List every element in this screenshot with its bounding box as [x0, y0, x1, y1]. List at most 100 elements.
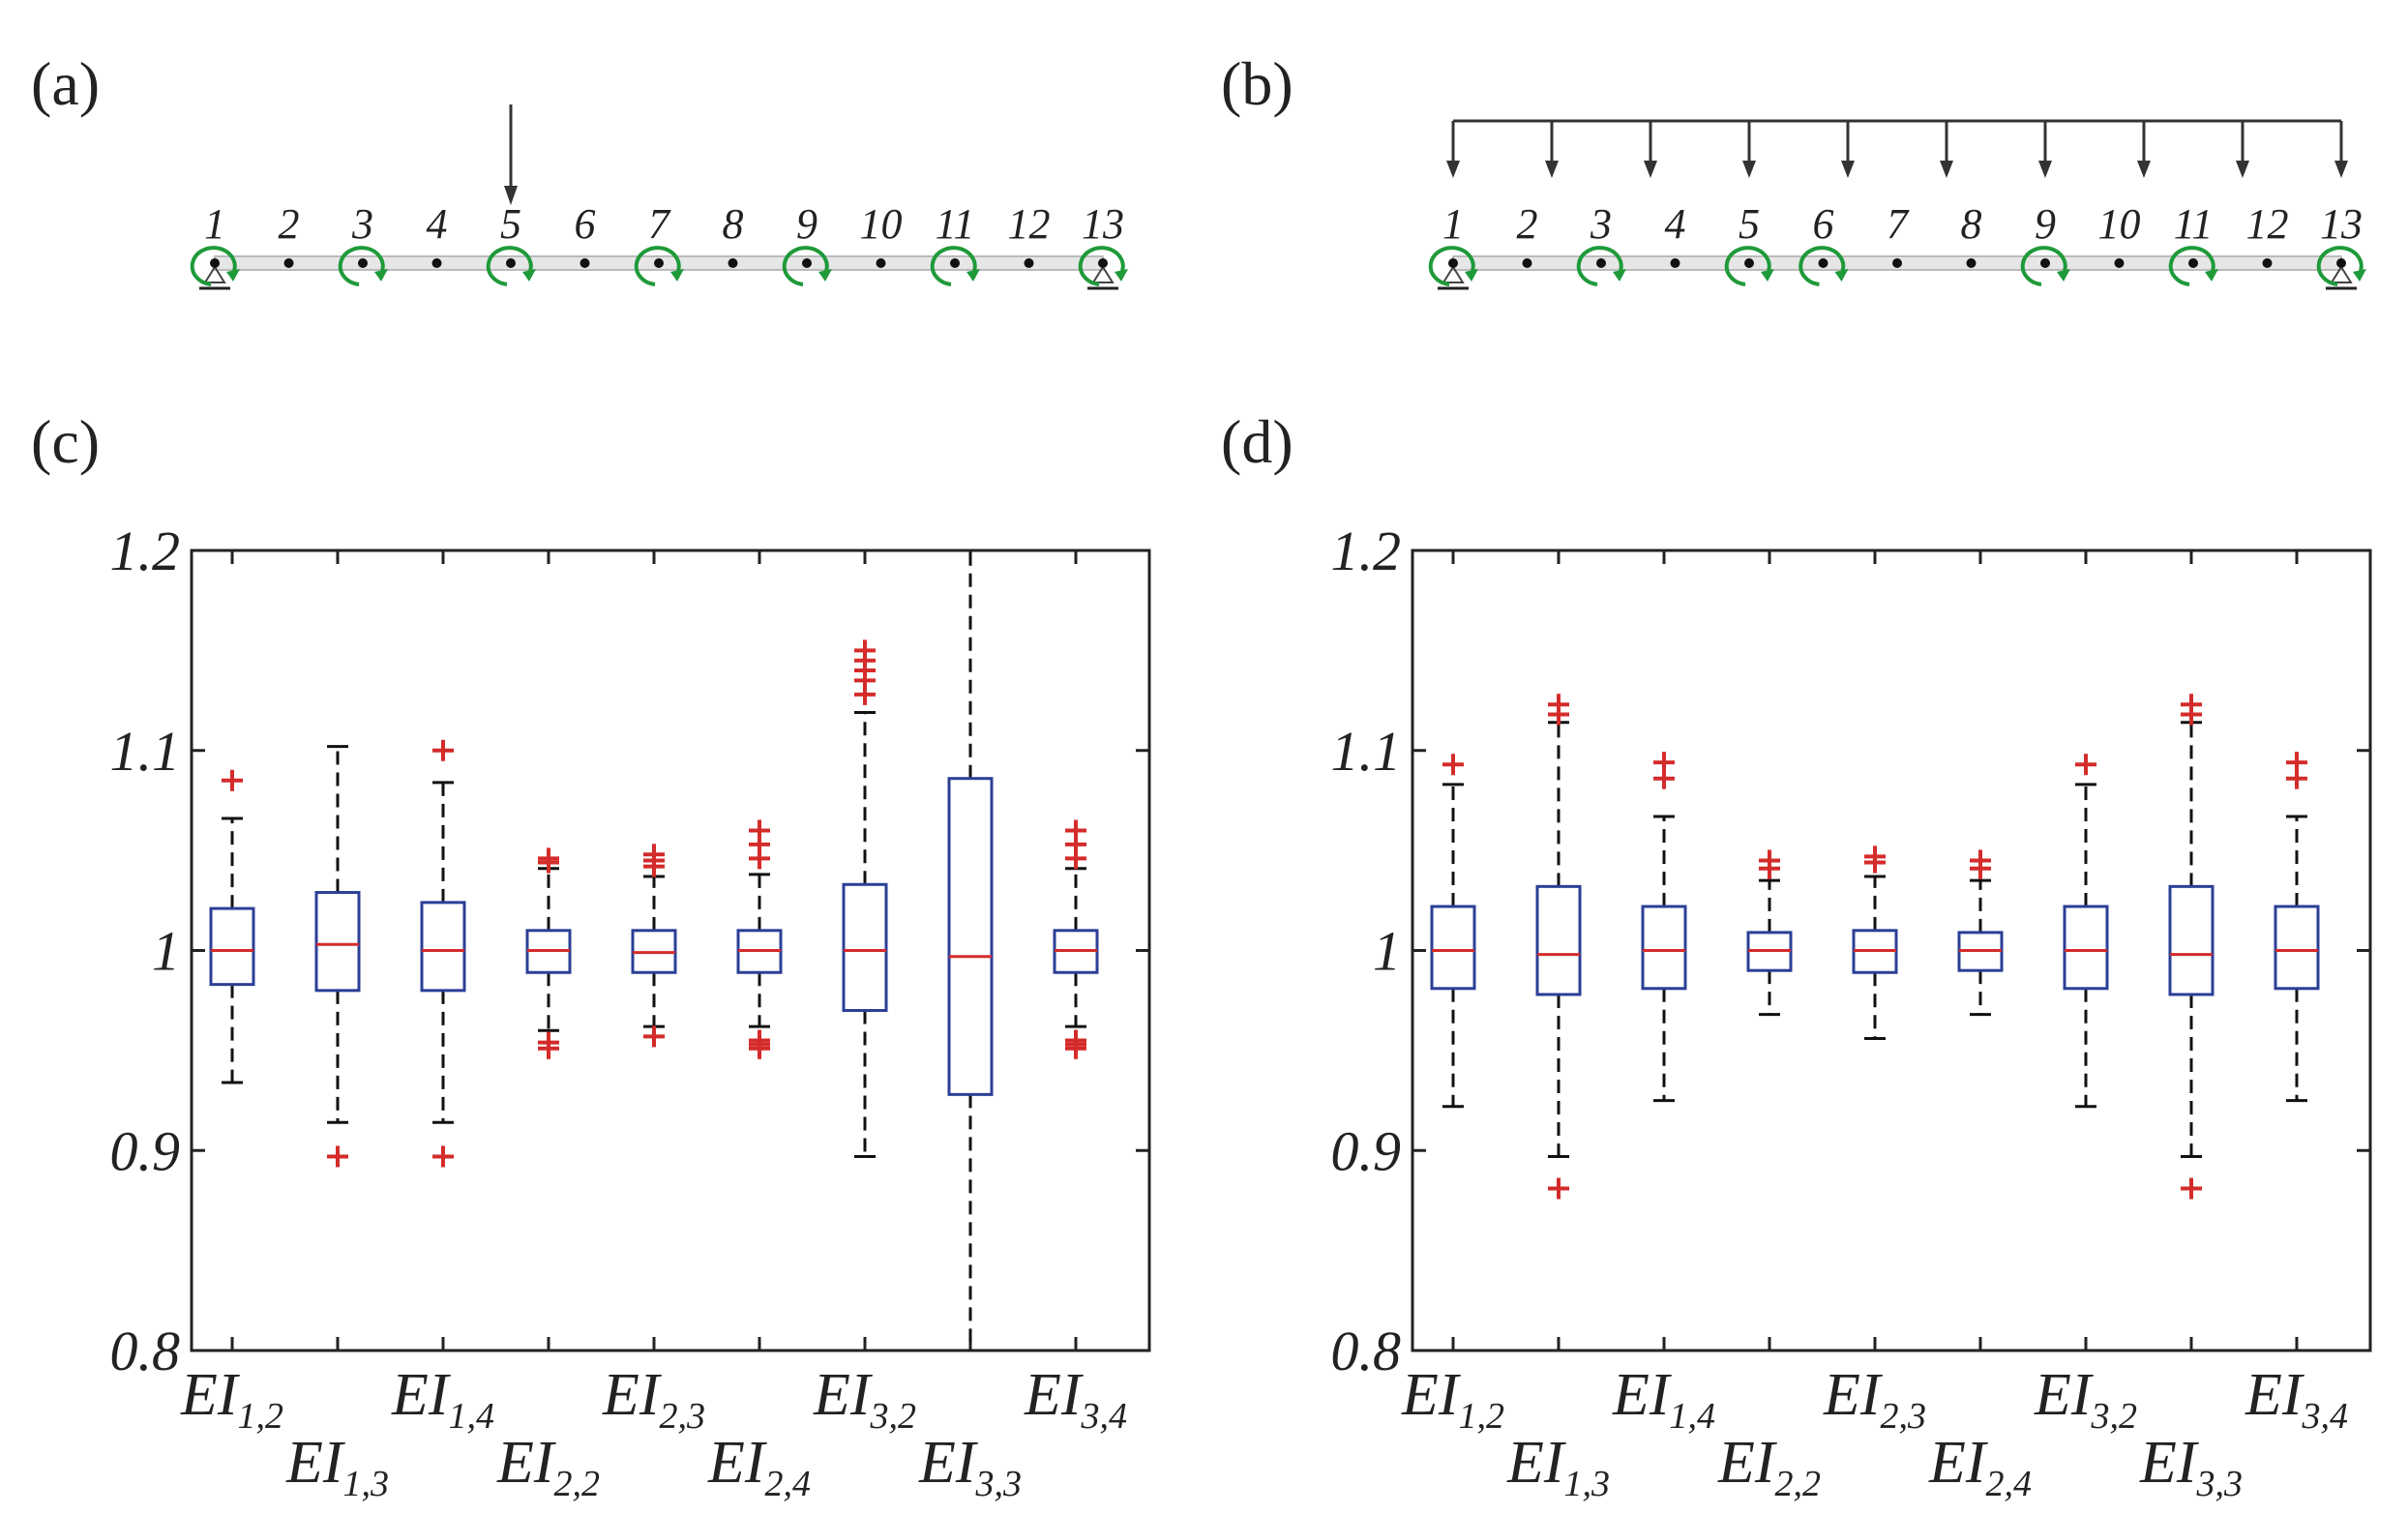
node-point — [283, 258, 294, 268]
boxplot-chart-c: 0.80.911.11.2EI1,2EI1,3EI1,4EI2,2EI2,3EI… — [110, 520, 1151, 1504]
outlier-marker — [2075, 754, 2096, 776]
box-3-3: EI3,3 — [918, 550, 1022, 1504]
x-tick-label: EI3,3 — [2139, 1430, 2243, 1504]
outlier-marker — [2181, 1177, 2202, 1200]
node-label: 6 — [575, 200, 596, 248]
y-tick-label: 1.1 — [110, 720, 181, 783]
rotation-marker-icon — [486, 246, 536, 286]
box-2-2: EI2,2 — [1717, 550, 1821, 1504]
panel-b-label: (b) — [1221, 49, 1293, 118]
distributed-load-icon — [1446, 119, 2348, 178]
iqr-box — [420, 901, 466, 993]
node-label: 6 — [1813, 200, 1834, 248]
x-tick-label: EI2,4 — [1928, 1430, 2032, 1504]
rotation-marker-icon — [2020, 246, 2070, 286]
node-label: 2 — [1517, 200, 1538, 248]
x-tick-label: EI1,2 — [1401, 1362, 1504, 1437]
node-label: 4 — [1665, 200, 1686, 248]
node-point — [1596, 258, 1606, 268]
support-icon — [2326, 265, 2357, 290]
y-tick-label: 1.1 — [1331, 720, 1402, 783]
node-point — [1966, 258, 1977, 268]
node-label: 5 — [500, 200, 521, 248]
iqr-box — [947, 777, 994, 1096]
node-label: 2 — [279, 200, 300, 248]
beam-diagram-a: 1 2 3 4 5 6 7 8 9 10 11 12 13 — [190, 104, 1128, 290]
node-point — [1818, 258, 1828, 268]
x-tick-label: EI3,4 — [1024, 1362, 1127, 1437]
node-point — [1448, 258, 1458, 268]
outlier-marker — [749, 1037, 770, 1059]
node-point — [506, 258, 516, 268]
node-label: 11 — [936, 200, 975, 248]
node-point — [580, 258, 590, 268]
outlier-marker — [1065, 847, 1086, 870]
x-tick-label: EI2,4 — [707, 1430, 811, 1504]
x-tick-label: EI2,2 — [1717, 1430, 1821, 1504]
box-3-3: EI3,3 — [2139, 550, 2243, 1504]
x-tick-label: EI3,3 — [918, 1430, 1022, 1504]
node-label: 8 — [723, 200, 744, 248]
iqr-box — [209, 906, 255, 987]
node-point — [2188, 258, 2198, 268]
outlier-marker — [1653, 767, 1675, 789]
node-point — [1522, 258, 1532, 268]
x-tick-label: EI2,3 — [602, 1362, 705, 1437]
box-2-4: EI2,4 — [707, 550, 811, 1504]
x-tick-label: EI3,2 — [2034, 1362, 2137, 1437]
box-1-4: EI1,4 — [391, 550, 494, 1437]
rotation-marker-icon — [782, 246, 832, 286]
x-tick-label: EI1,4 — [1612, 1362, 1715, 1437]
node-label: 7 — [648, 200, 671, 248]
node-label: 13 — [2320, 200, 2363, 248]
outlier-marker — [2181, 703, 2202, 726]
outlier-marker — [1548, 703, 1569, 726]
rotation-marker-icon — [1576, 246, 1626, 286]
outlier-marker — [538, 851, 559, 874]
node-label: 4 — [427, 200, 448, 248]
outlier-marker — [1864, 851, 1886, 874]
box-1-3: EI1,3 — [1506, 550, 1610, 1504]
box-3-4: EI3,4 — [2244, 550, 2348, 1437]
node-label: 12 — [1008, 200, 1051, 248]
outlier-marker — [432, 739, 454, 761]
box-1-3: EI1,3 — [285, 550, 389, 1504]
x-tick-label: EI2,2 — [496, 1430, 600, 1504]
boxplot-chart-d: 0.80.911.11.2EI1,2EI1,3EI1,4EI2,2EI2,3EI… — [1331, 520, 2372, 1504]
node-label: 12 — [2246, 200, 2289, 248]
node-point — [1744, 258, 1754, 268]
node-label: 3 — [1590, 200, 1612, 248]
iqr-box — [314, 891, 361, 993]
support-icon — [199, 265, 230, 290]
y-tick-label: 0.8 — [110, 1320, 181, 1382]
rotation-marker-icon — [190, 246, 240, 286]
beam-diagram-b: 1 2 3 4 5 6 7 8 9 10 11 12 13 — [1428, 119, 2366, 290]
y-tick-label: 0.8 — [1331, 1320, 1402, 1382]
outlier-marker — [538, 1037, 559, 1059]
outlier-marker — [643, 1025, 665, 1048]
node-label: 10 — [2098, 200, 2141, 248]
x-tick-label: EI1,3 — [285, 1430, 389, 1504]
y-tick-label: 1 — [152, 920, 180, 983]
box-1-4: EI1,4 — [1612, 550, 1715, 1437]
node-point — [2336, 258, 2346, 268]
x-tick-label: EI3,4 — [2244, 1362, 2348, 1437]
box-3-2: EI3,2 — [813, 550, 916, 1437]
node-point — [1024, 258, 1034, 268]
node-point — [2114, 258, 2125, 268]
node-label: 1 — [204, 200, 225, 248]
node-point — [431, 258, 442, 268]
iqr-box — [1430, 905, 1476, 991]
node-point — [654, 258, 664, 268]
node-point — [728, 258, 738, 268]
node-point — [876, 258, 886, 268]
rotation-marker-icon — [1078, 246, 1128, 286]
outlier-marker — [327, 1145, 348, 1168]
node-label: 3 — [351, 200, 373, 248]
rotation-marker-icon — [2316, 246, 2366, 286]
panel-c-label: (c) — [31, 407, 100, 476]
support-icon — [1438, 265, 1469, 290]
y-tick-label: 0.9 — [110, 1119, 181, 1182]
x-tick-label: EI2,3 — [1823, 1362, 1926, 1437]
